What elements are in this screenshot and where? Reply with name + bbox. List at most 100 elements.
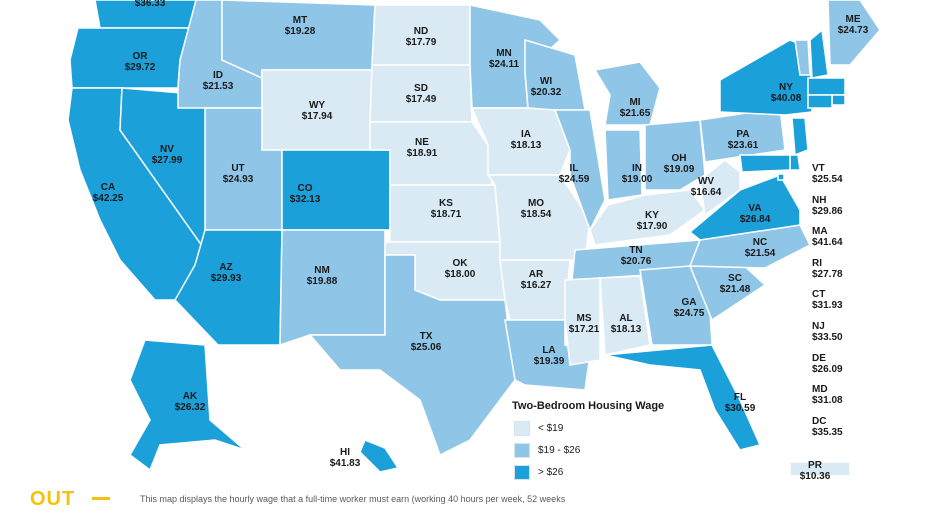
state-label-oh: OH $19.09 — [664, 153, 695, 175]
state-abbr: OR — [132, 51, 148, 62]
state-label-la: LA $19.39 — [534, 345, 565, 367]
state-label-ks: KS $18.71 — [431, 198, 462, 220]
state-label-wi: WI $20.32 — [531, 76, 562, 98]
state-wage: $40.08 — [770, 93, 802, 104]
state-abbr: TX — [419, 331, 433, 342]
state-shape-dc — [777, 173, 785, 181]
state-shape-nh — [809, 28, 829, 79]
state-wage: $17.94 — [301, 111, 333, 122]
state-wage: $31.93 — [812, 300, 843, 312]
state-label-wv: WV $16.64 — [691, 176, 722, 198]
state-label-pr: PR $10.36 — [800, 460, 831, 482]
state-abbr: IN — [632, 163, 642, 174]
state-shape-ga — [639, 265, 713, 346]
state-wage: $19.09 — [663, 164, 695, 175]
state-wage: $41.83 — [329, 458, 361, 469]
state-label-ca: CA $42.25 — [93, 182, 124, 204]
small-state-label-vt: VT $25.54 — [812, 163, 843, 185]
state-label-ak: AK $26.32 — [175, 391, 206, 413]
state-abbr: KY — [645, 210, 659, 221]
state-wage: $41.64 — [812, 237, 843, 249]
legend-label-low: < $19 — [538, 422, 564, 434]
state-wage: $26.32 — [174, 402, 206, 413]
legend-label-high: > $26 — [538, 466, 564, 478]
state-label-me: ME $24.73 — [838, 14, 869, 36]
state-wage: $24.93 — [222, 174, 254, 185]
state-wage: $18.13 — [510, 140, 542, 151]
state-label-wa: WA$36.33 — [135, 0, 166, 9]
state-label-fl: FL $30.59 — [725, 392, 756, 414]
state-abbr: PA — [736, 129, 750, 140]
state-shape-fl — [604, 344, 762, 451]
footer-brand-word: OUT — [30, 488, 76, 510]
state-label-pa: PA $23.61 — [728, 129, 759, 151]
state-wage: $18.13 — [610, 324, 642, 335]
state-wage: $20.32 — [530, 87, 562, 98]
state-abbr: FL — [733, 392, 747, 403]
state-shape-ak — [129, 339, 246, 472]
state-label-sc: SC $21.48 — [720, 273, 751, 295]
state-abbr: MD — [812, 384, 828, 396]
state-abbr: DC — [812, 415, 827, 427]
state-label-ut: UT $24.93 — [223, 163, 254, 185]
state-abbr: NC — [752, 237, 768, 248]
state-wage: $18.71 — [430, 209, 462, 220]
state-label-ia: IA $18.13 — [511, 129, 542, 151]
small-state-label-nh: NH $29.86 — [812, 195, 843, 217]
state-abbr: MA — [812, 226, 828, 238]
state-wage: $23.61 — [727, 140, 759, 151]
state-wage: $16.27 — [520, 280, 552, 291]
state-label-nc: NC $21.54 — [745, 237, 776, 259]
state-abbr: OK — [452, 258, 468, 269]
state-label-co: CO $32.13 — [290, 183, 321, 205]
state-label-mt: MT $19.28 — [285, 15, 316, 37]
state-wage: $19.88 — [306, 276, 338, 287]
state-abbr: MT — [292, 15, 308, 26]
state-wage: $16.64 — [690, 187, 722, 198]
state-label-id: ID $21.53 — [203, 70, 234, 92]
state-label-in: IN $19.00 — [622, 163, 653, 185]
state-shape-wi — [524, 38, 586, 111]
state-abbr: SC — [728, 273, 742, 284]
state-wage: $27.99 — [151, 155, 183, 166]
state-shape-nm — [279, 229, 386, 347]
state-label-ga: GA $24.75 — [674, 297, 705, 319]
state-shape-me — [827, 0, 881, 66]
small-state-label-md: MD $31.08 — [812, 384, 843, 406]
state-abbr: OH — [671, 153, 687, 164]
state-shape-de — [789, 154, 801, 171]
state-abbr: VT — [812, 163, 825, 174]
state-label-ky: KY $17.90 — [637, 210, 668, 232]
state-abbr: SD — [414, 83, 428, 94]
state-wage: $19.39 — [533, 356, 565, 367]
state-shape-wv — [699, 159, 741, 217]
map-legend: Two-Bedroom Housing Wage < $19 $19 - $26… — [506, 396, 696, 488]
state-abbr: TN — [629, 245, 643, 256]
legend-swatch-high — [514, 464, 530, 480]
state-abbr: CT — [812, 289, 826, 301]
state-shape-ny — [719, 39, 813, 116]
state-label-nv: NV $27.99 — [152, 144, 183, 166]
state-abbr: WV — [697, 176, 715, 187]
state-wage: $29.72 — [124, 62, 156, 73]
state-wage: $10.36 — [799, 471, 831, 482]
state-abbr: ID — [213, 70, 223, 81]
state-label-nd: ND $17.79 — [406, 26, 437, 48]
legend-item-mid: $19 - $26 — [514, 442, 580, 458]
state-abbr: CO — [297, 183, 313, 194]
state-label-ok: OK $18.00 — [445, 258, 476, 280]
legend-item-low: < $19 — [514, 420, 563, 436]
state-shape-ma — [807, 77, 846, 96]
state-shape-in — [604, 129, 643, 201]
state-label-mn: MN $24.11 — [489, 48, 519, 70]
state-abbr: NJ — [812, 321, 825, 332]
state-shape-ct — [807, 94, 833, 109]
state-abbr: VA — [748, 203, 762, 214]
state-wage: $24.11 — [488, 59, 520, 70]
state-abbr: IL — [569, 163, 579, 174]
state-label-tn: TN $20.76 — [621, 245, 652, 267]
state-abbr: NM — [314, 265, 330, 276]
state-wage: $27.78 — [812, 268, 843, 280]
